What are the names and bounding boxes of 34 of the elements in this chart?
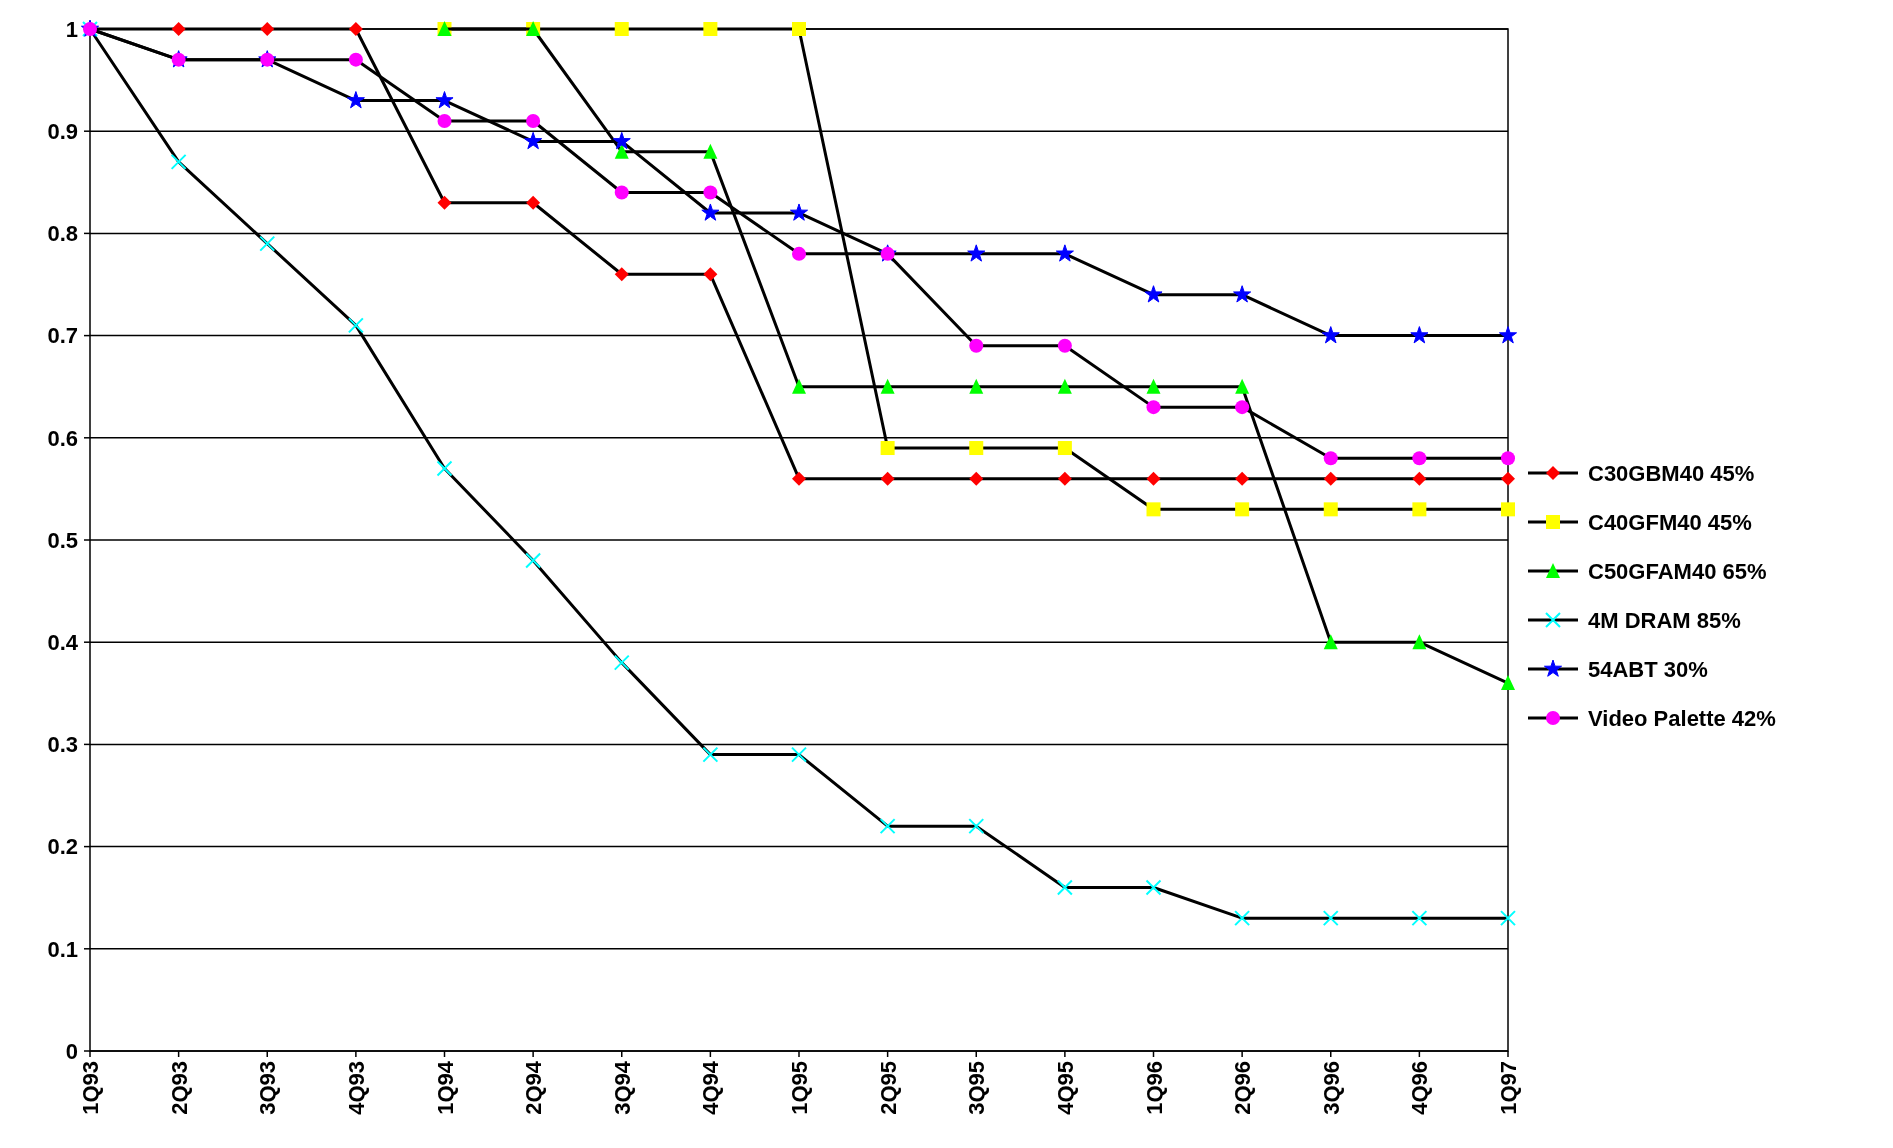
- x-tick-label: 1Q95: [787, 1061, 812, 1115]
- y-tick-label: 0.4: [47, 629, 79, 655]
- x-tick-label: 1Q94: [432, 1060, 458, 1115]
- x-tick-label: 4Q93: [343, 1061, 369, 1115]
- x-tick-label: 1Q96: [1141, 1061, 1167, 1115]
- y-tick-label: 0.2: [47, 834, 78, 860]
- x-tick-label: 1Q93: [78, 1061, 103, 1115]
- x-tick-label: 4Q96: [1407, 1061, 1433, 1115]
- x-tick-label: 3Q93: [255, 1061, 281, 1115]
- x-tick-label: 3Q96: [1318, 1061, 1344, 1115]
- y-tick-label: 0.7: [47, 323, 78, 349]
- y-tick-label: 0.1: [47, 936, 78, 962]
- y-tick-label: 0.8: [47, 221, 78, 247]
- x-tick-label: 2Q96: [1230, 1061, 1256, 1115]
- legend-label: C30GBM40 45%: [1588, 460, 1755, 486]
- x-tick-label: 4Q94: [698, 1060, 724, 1115]
- x-tick-label: 2Q94: [521, 1060, 547, 1115]
- legend-label: C50GFAM40 65%: [1588, 558, 1767, 584]
- y-tick-label: 0: [65, 1038, 78, 1064]
- y-tick-label: 0.5: [47, 527, 78, 553]
- x-tick-label: 3Q95: [964, 1061, 990, 1115]
- legend-label: 4M DRAM 85%: [1588, 607, 1741, 633]
- x-tick-label: 2Q93: [166, 1061, 192, 1115]
- x-tick-label: 4Q95: [1052, 1061, 1078, 1115]
- y-tick-label: 0.9: [47, 118, 78, 144]
- x-tick-label: 3Q94: [609, 1060, 635, 1115]
- y-tick-label: 0.3: [47, 732, 78, 758]
- legend-label: C40GFM40 45%: [1588, 509, 1752, 535]
- legend-label: Video Palette 42%: [1588, 705, 1776, 731]
- y-tick-label: 1: [65, 16, 78, 42]
- x-tick-label: 1Q97: [1496, 1061, 1521, 1115]
- legend-label: 54ABT 30%: [1588, 656, 1708, 682]
- y-tick-label: 0.6: [47, 425, 78, 451]
- x-tick-label: 2Q95: [875, 1061, 901, 1115]
